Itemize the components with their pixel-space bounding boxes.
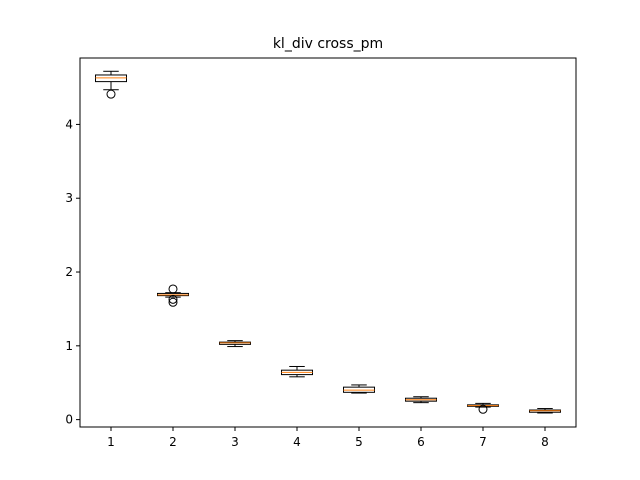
plot-area: 0 1 2 3 4 1 2 3 4 5 6 7 8	[65, 70, 561, 449]
x-tick-label: 2	[169, 435, 177, 449]
x-tick-label: 4	[293, 435, 301, 449]
y-tick-label: 3	[65, 191, 73, 205]
y-tick-label: 2	[65, 265, 73, 279]
x-tick-label: 5	[355, 435, 363, 449]
outlier-point	[168, 297, 178, 307]
y-tick-label: 4	[65, 117, 73, 131]
outlier-point	[168, 284, 178, 294]
y-tick-label: 1	[65, 339, 73, 353]
outlier-point	[478, 404, 488, 414]
x-tick-label: 3	[231, 435, 239, 449]
outlier-point	[106, 89, 116, 99]
x-tick-label: 6	[417, 435, 425, 449]
x-tick-label: 1	[107, 435, 115, 449]
chart-title: kl_div cross_pm	[273, 36, 383, 52]
outlier-point	[168, 294, 178, 304]
y-tick-label: 0	[65, 413, 73, 427]
x-tick-label: 7	[479, 435, 487, 449]
axes-frame	[79, 57, 577, 428]
x-tick-label: 8	[541, 435, 549, 449]
